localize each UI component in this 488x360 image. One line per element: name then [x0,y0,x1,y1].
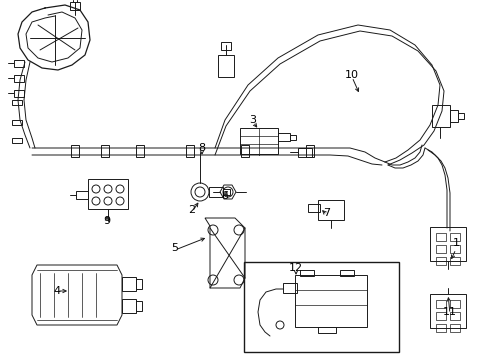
Bar [136,279,142,289]
Bar [449,300,459,308]
Bar [435,257,445,265]
Bar [435,233,445,241]
Bar [449,257,459,265]
Bar [241,145,248,157]
Text: 12: 12 [288,263,303,273]
Bar [208,187,223,197]
Text: 7: 7 [323,208,330,218]
Bar [185,145,194,157]
Bar [435,300,445,308]
Bar [299,270,313,276]
Text: 1: 1 [451,238,459,248]
Bar [12,100,22,105]
Bar [122,299,136,313]
Bar [221,42,230,50]
Bar [297,148,311,157]
Bar [88,179,128,209]
Text: 4: 4 [53,286,61,296]
Bar [449,233,459,241]
Bar [435,245,445,253]
Bar [223,189,229,195]
Bar [429,227,465,261]
Bar [431,105,449,127]
Text: 3: 3 [249,115,256,125]
Bar [317,327,335,333]
Bar [71,145,79,157]
Bar [14,90,24,97]
Bar [429,294,465,328]
Bar [289,135,295,140]
Bar [14,75,24,82]
Bar [278,133,289,141]
Bar [70,2,80,10]
Text: 2: 2 [188,205,195,215]
Bar [449,245,459,253]
Bar [136,145,143,157]
Text: 5: 5 [171,243,178,253]
Bar [101,145,109,157]
Bar [76,191,88,199]
Bar [240,128,278,154]
Bar [435,312,445,320]
Bar [449,324,459,332]
Text: 10: 10 [345,70,358,80]
Text: 9: 9 [103,216,110,226]
Bar [136,301,142,311]
Bar [122,277,136,291]
Bar [283,283,296,293]
Text: 6: 6 [221,191,228,201]
Bar [435,324,445,332]
Bar [449,110,457,122]
Bar [305,145,313,157]
Bar [307,204,319,212]
Bar [339,270,353,276]
Bar [449,312,459,320]
Bar [317,200,343,220]
Bar [294,275,366,327]
Bar [14,60,24,67]
Text: 8: 8 [198,143,205,153]
Text: 11: 11 [442,307,456,317]
Bar [218,55,234,77]
Bar [12,138,22,143]
Bar [457,113,463,119]
Bar [12,120,22,125]
Bar [244,262,398,352]
